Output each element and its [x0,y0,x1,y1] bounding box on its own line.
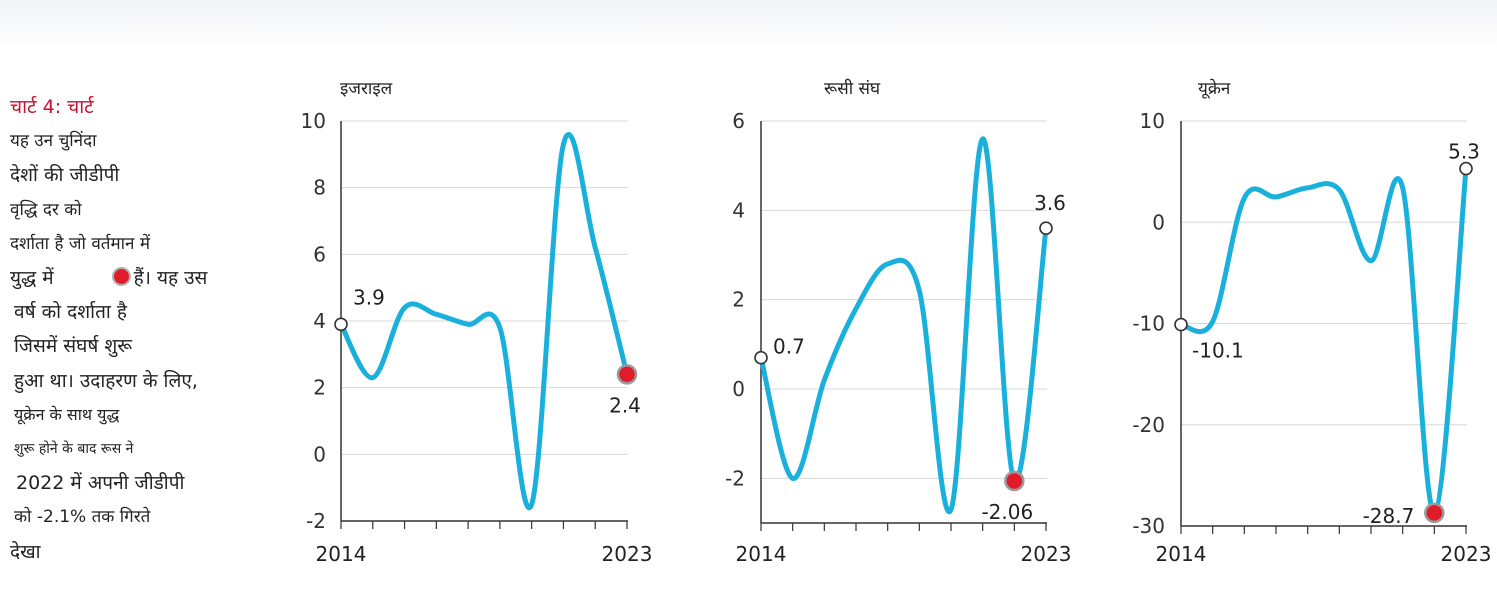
x-tick-label: 2023 [602,542,653,566]
caption-line: जिसमें संघर्ष शुरू [14,335,133,358]
highlight-marker-icon [111,267,131,287]
y-tick-label: 0 [313,442,326,466]
y-tick-label: 6 [313,242,326,266]
data-point [1174,317,1188,332]
y-tick-label: -20 [1132,413,1165,437]
caption-line: युद्ध में [10,267,54,290]
y-tick-label: -10 [1132,312,1165,336]
data-label: -28.7 [1363,504,1415,528]
chart-caption: चार्ट 4: चार्ट यह उन चुनिंदा देशों की जी… [10,90,260,569]
highlight-point [1004,470,1025,492]
y-tick-label: 4 [313,309,326,333]
series-line [758,136,1049,515]
y-tick-label: 2 [732,288,745,312]
y-tick-label: 6 [732,109,745,133]
y-tick-label: 8 [313,176,326,200]
data-label: 3.9 [353,285,385,309]
chart-title: रूसी संघ [824,78,881,99]
caption-line: 2022 में अपनी जीडीपी [16,472,185,495]
highlight-point [616,364,638,385]
caption-line: शुरू होने के बाद रूस ने [14,441,134,458]
data-point [1459,161,1473,176]
caption-line-with-marker: युद्ध में हैं। यह उस [10,261,260,295]
caption-line: दर्शाता है जो वर्तमान में [10,233,151,254]
caption-line: देखा [10,540,41,563]
chart-title: यूक्रेन [1198,78,1231,99]
y-tick-label: 2 [313,376,326,400]
x-tick-label: 2014 [316,542,367,566]
y-tick-label: 4 [732,198,745,222]
x-tick-label: 2014 [736,542,787,566]
data-label: 5.3 [1448,140,1480,164]
caption-line: को -2.1% तक गिरते [14,507,151,528]
y-tick-label: 10 [1140,109,1165,133]
chart-title: इजराइल [340,79,393,99]
x-tick-label: 2023 [1441,542,1492,566]
data-point [754,350,768,365]
x-tick-label: 2014 [1156,542,1207,566]
caption-line: हुआ था। उदाहरण के लिए, [14,369,198,392]
caption-line: वर्ष को दर्शाता है [14,301,127,324]
data-point [1039,221,1053,235]
data-label: 3.6 [1034,191,1066,215]
series-line [338,132,630,511]
caption-line: यह उन चुनिंदा [10,131,97,152]
data-point [334,317,348,332]
caption-line: हैं। यह उस [133,267,208,290]
caption-label: चार्ट 4: चार्ट [10,96,94,118]
data-label: -10.1 [1192,339,1244,363]
highlight-point [1424,502,1445,524]
data-label: 2.4 [609,393,641,417]
y-tick-label: 10 [301,109,326,133]
caption-line: यूक्रेन के साथ युद्ध [14,404,120,424]
caption-line: वृद्धि दर को [10,199,82,220]
y-tick-label: 0 [732,377,745,401]
data-label: -2.06 [981,500,1033,524]
y-tick-label: -30 [1132,514,1165,538]
caption-line: देशों की जीडीपी [10,164,120,187]
y-tick-label: -2 [306,509,326,533]
x-tick-label: 2023 [1021,542,1072,566]
data-label: 0.7 [773,335,805,359]
y-tick-label: -2 [725,466,745,490]
top-band [0,0,1497,52]
y-tick-label: 0 [1152,210,1165,234]
